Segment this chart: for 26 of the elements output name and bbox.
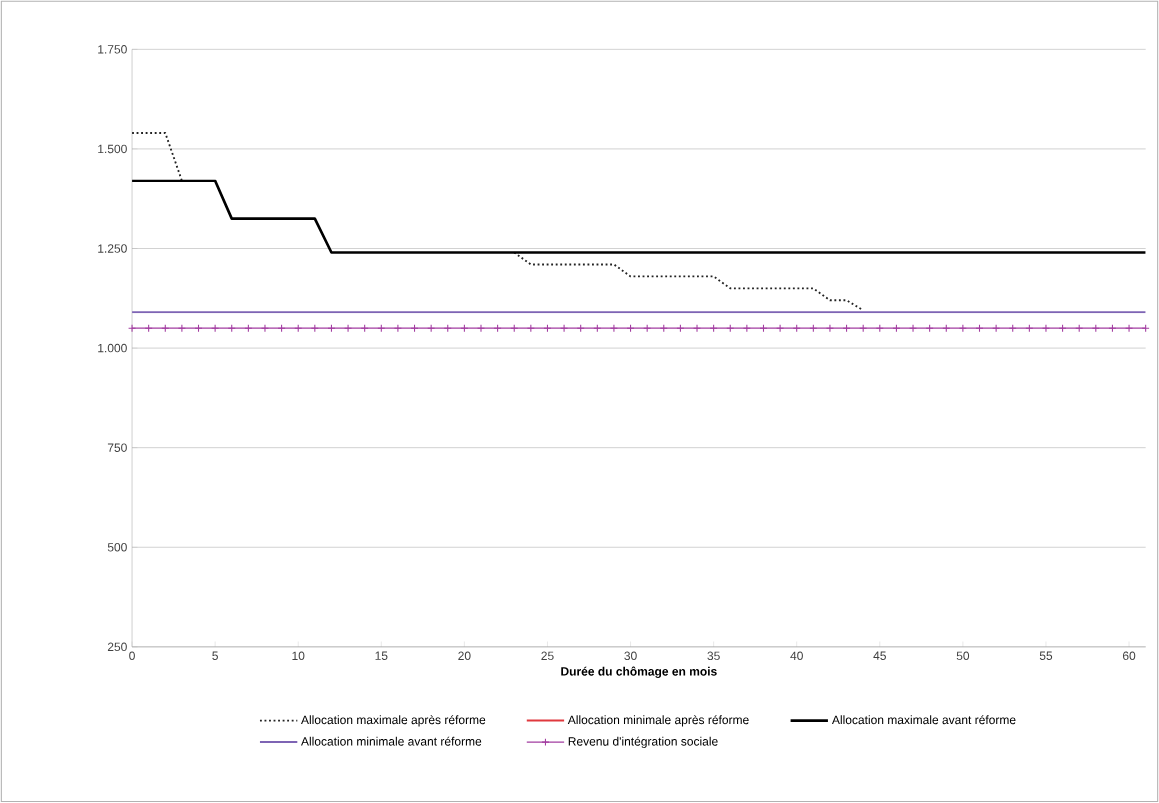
x-tick-label: 10 [292, 651, 305, 661]
x-tick-label: 5 [212, 651, 218, 660]
y-tick-label: 1.250 [98, 244, 127, 253]
x-tick-label: 0 [129, 651, 135, 661]
x-tick-label: 15 [375, 651, 388, 660]
x-tick-label: 45 [873, 651, 886, 660]
legend-label: Allocation minimale après réforme [567, 715, 749, 727]
x-tick-label: 60 [1122, 651, 1136, 661]
x-tick-label: 55 [1039, 651, 1053, 660]
y-tick-label: 1.500 [98, 144, 127, 154]
legend-label: Revenu d'intégration sociale [568, 736, 718, 749]
x-tick-label: 25 [541, 651, 554, 661]
y-tick-label: 750 [107, 443, 127, 452]
x-axis-title: Durée du chômage en mois [561, 666, 717, 679]
y-tick-label: 500 [107, 543, 127, 552]
x-tick-label: 30 [624, 651, 637, 661]
x-tick-label: 40 [790, 651, 803, 661]
legend-label: Allocation maximale avant réforme [831, 715, 1016, 725]
x-tick-label: 20 [458, 651, 471, 661]
y-tick-label: 1.750 [98, 45, 127, 54]
x-tick-label: 50 [956, 651, 970, 661]
y-tick-label: 250 [107, 642, 127, 652]
legend-label: Allocation minimale avant réforme [301, 736, 482, 746]
y-tick-label: 1.000 [98, 343, 127, 353]
legend-label: Allocation maximale après réforme [301, 715, 486, 727]
x-tick-label: 35 [707, 651, 720, 661]
